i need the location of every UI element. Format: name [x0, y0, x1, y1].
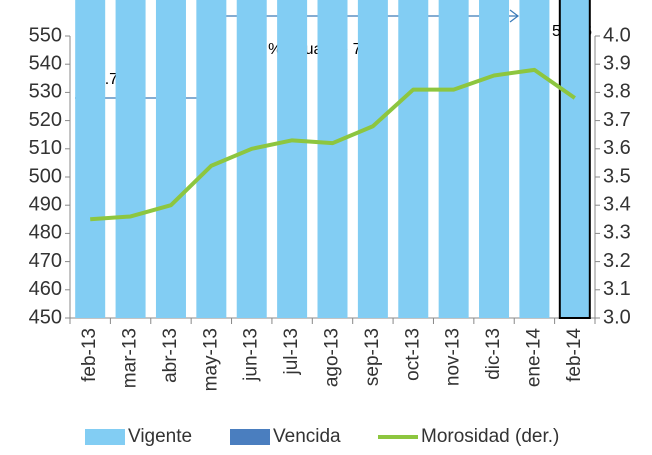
- bar-vigente: [438, 0, 469, 318]
- y2-tick-label: 3.9: [603, 52, 631, 74]
- bar-vigente: [357, 0, 388, 318]
- x-tick-label: nov-13: [443, 328, 464, 386]
- y2-tick-label: 3.0: [603, 306, 631, 328]
- bar-vigente: [479, 0, 510, 318]
- bar-vigente: [196, 0, 227, 318]
- x-tick-label: feb-13: [79, 328, 100, 382]
- arrow-head: [509, 9, 519, 23]
- bar-vigente: [277, 0, 308, 318]
- x-tick-label: may-13: [200, 328, 221, 391]
- x-tick-label: abr-13: [160, 328, 181, 383]
- y2-tick-label: 4.0: [603, 24, 631, 46]
- x-tick-label: ene-14: [523, 328, 544, 388]
- y2-tick-label: 3.2: [603, 250, 631, 272]
- line-morosidad: [90, 67, 576, 222]
- legend-label: Morosidad (der.): [421, 426, 559, 447]
- bar-vigente: [236, 0, 267, 318]
- x-tick-label: mar-13: [120, 328, 141, 388]
- y2-tick-label: 3.3: [603, 222, 631, 244]
- bar-vigente: [75, 0, 106, 318]
- legend-swatch: [85, 429, 125, 445]
- x-tick-label: jun-13: [241, 328, 262, 382]
- y-tick-label: 500: [29, 165, 62, 187]
- y-tick-label: 510: [29, 137, 62, 159]
- y-tick-label: 470: [29, 250, 62, 272]
- legend-label: Vencida: [273, 426, 341, 447]
- y-tick-label: 530: [29, 81, 62, 103]
- y-tick-label: 460: [29, 278, 62, 300]
- y-tick-label: 540: [29, 52, 62, 74]
- y-tick-label: 490: [29, 193, 62, 215]
- y-tick-label: 550: [29, 24, 62, 46]
- bar-vigente: [115, 0, 146, 318]
- bar-vigente: [155, 0, 186, 318]
- x-tick-label: dic-13: [483, 328, 504, 380]
- bar-vigente: [519, 0, 550, 318]
- x-tick-label: sep-13: [362, 328, 383, 386]
- x-tick-label: jul-13: [281, 328, 302, 375]
- y2-tick-label: 3.4: [603, 193, 631, 215]
- bar-vigente: [558, 0, 591, 319]
- x-tick-label: oct-13: [402, 328, 423, 381]
- legend-swatch: [230, 429, 270, 445]
- y2-tick-label: 3.8: [603, 81, 631, 103]
- y-tick-label: 450: [29, 306, 62, 328]
- y-tick-label: 520: [29, 109, 62, 131]
- x-tick-label: ago-13: [322, 328, 343, 387]
- x-tick-label: feb-14: [564, 328, 585, 382]
- y-tick-label: 480: [29, 222, 62, 244]
- y2-tick-label: 3.6: [603, 137, 631, 159]
- y2-tick-label: 3.1: [603, 278, 631, 300]
- y2-tick-label: 3.7: [603, 109, 631, 131]
- bar-vigente: [317, 0, 348, 318]
- y2-tick-label: 3.5: [603, 165, 631, 187]
- legend-label: Vigente: [128, 426, 192, 447]
- bar-vigente: [398, 0, 429, 318]
